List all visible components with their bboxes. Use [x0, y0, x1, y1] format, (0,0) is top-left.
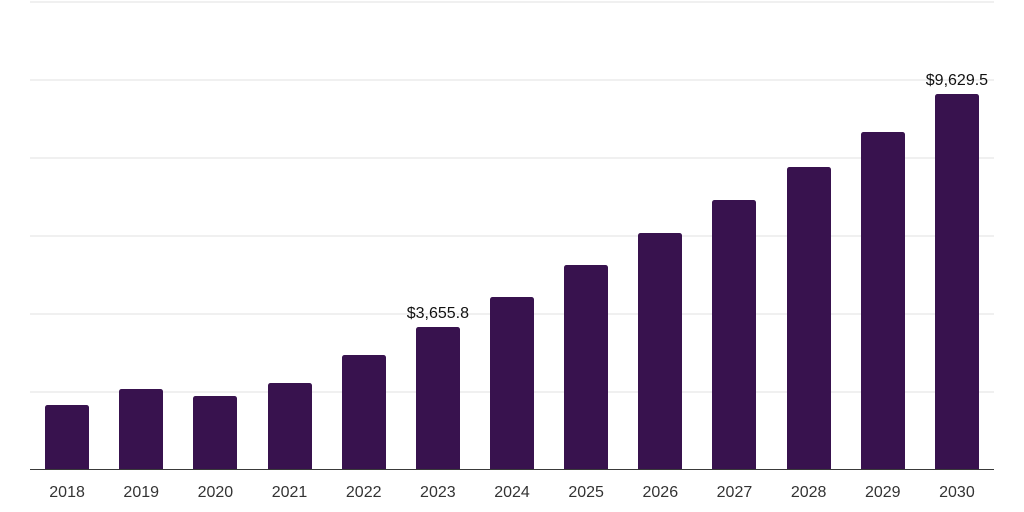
bar-2030: [934, 94, 979, 470]
gridline-6000: [30, 235, 994, 237]
x-tick-label-2028: 2028: [790, 484, 827, 501]
x-axis-labels: 2018 2019 2020 2021 2022 2023 2024 2025 2026 2027…: [30, 484, 994, 504]
x-tick-label-2027: 2027: [716, 484, 753, 501]
bar-2024: [490, 297, 534, 470]
gridline-10000: [30, 79, 994, 81]
bar-2025: [564, 265, 609, 470]
bar-2020: [193, 396, 238, 470]
x-tick-label-2022: 2022: [345, 484, 382, 501]
bar-2022: [341, 354, 386, 470]
x-tick-label-2023: 2023: [420, 484, 456, 501]
bar-2027: [712, 200, 757, 470]
gridline-12000: [30, 1, 994, 3]
x-tick-label-2030: 2030: [939, 484, 975, 501]
data-label-2023: $3,655.8: [406, 305, 469, 323]
x-tick-label-2026: 2026: [642, 484, 679, 501]
bar-2019: [119, 389, 164, 470]
x-axis-line: [30, 468, 994, 470]
data-label-2030: $9,629.5: [925, 72, 989, 90]
bar-2026: [638, 233, 683, 470]
x-tick-label-2018: 2018: [49, 484, 85, 501]
x-tick-label-2020: 2020: [197, 484, 234, 501]
plot-area: $3,655.8 $9,629.5: [30, 0, 994, 470]
x-tick-label-2029: 2029: [864, 484, 901, 501]
bar-2028: [786, 166, 831, 470]
x-tick-label-2021: 2021: [271, 484, 308, 501]
x-tick-label-2025: 2025: [568, 484, 604, 501]
x-tick-label-2024: 2024: [494, 484, 530, 501]
x-tick-label-2019: 2019: [123, 484, 160, 501]
bar-2021: [267, 383, 312, 470]
bar-2018: [45, 405, 90, 470]
bar-2029: [860, 131, 905, 470]
gridline-8000: [30, 157, 994, 159]
bar-2023: [415, 327, 460, 470]
